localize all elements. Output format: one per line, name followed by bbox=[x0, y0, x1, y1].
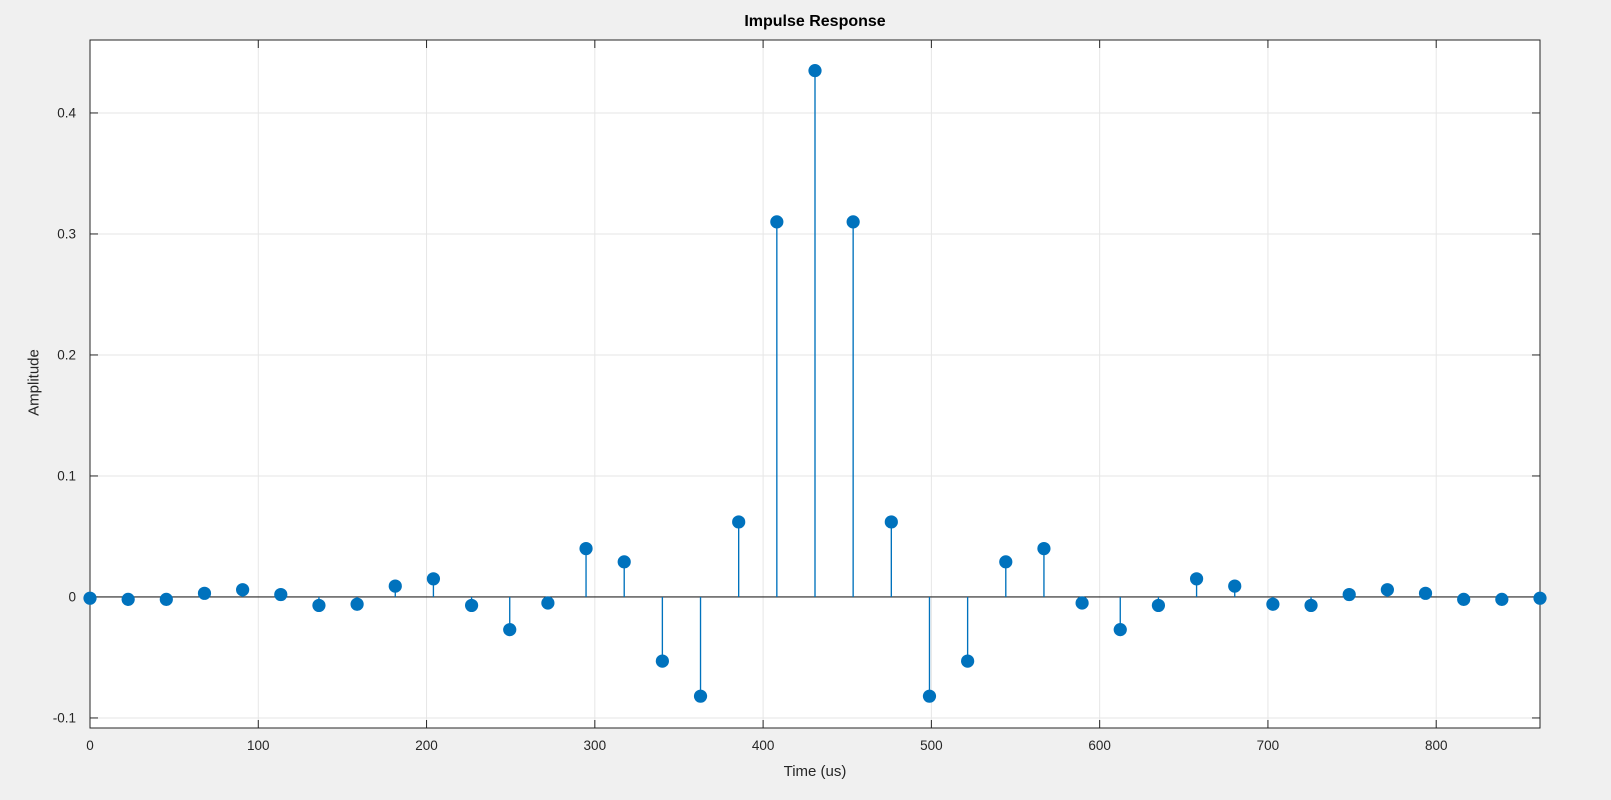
stem-marker bbox=[770, 215, 784, 229]
stem-marker bbox=[1151, 598, 1166, 613]
stem-marker bbox=[1189, 572, 1204, 586]
stem-marker bbox=[617, 555, 631, 569]
stem-marker bbox=[1380, 583, 1394, 597]
stem-marker bbox=[693, 689, 708, 703]
stem-marker bbox=[961, 654, 975, 668]
stem-marker bbox=[1113, 623, 1127, 637]
stem-marker bbox=[1304, 598, 1318, 613]
stem-marker bbox=[1075, 596, 1089, 610]
stem-marker bbox=[846, 215, 860, 229]
stem-marker bbox=[159, 592, 173, 606]
stem-marker bbox=[999, 555, 1013, 569]
stem-marker bbox=[884, 515, 898, 529]
stem-marker bbox=[1228, 579, 1242, 593]
stem-marker bbox=[1533, 591, 1547, 605]
stem-marker bbox=[922, 689, 937, 703]
stem-marker bbox=[541, 596, 555, 610]
stem-marker bbox=[1037, 541, 1051, 556]
stem-marker bbox=[1457, 592, 1471, 606]
stem-marker bbox=[655, 654, 669, 668]
stem-marker bbox=[83, 591, 97, 605]
stem-marker bbox=[1495, 592, 1509, 606]
stem-marker bbox=[732, 515, 746, 529]
stem-marker bbox=[1266, 597, 1280, 611]
stem-marker bbox=[274, 587, 288, 602]
stem-marker bbox=[464, 598, 479, 613]
stem-marker bbox=[1418, 586, 1433, 600]
stem-marker bbox=[197, 586, 212, 600]
stem-marker bbox=[1342, 587, 1356, 602]
axes-box bbox=[89, 39, 1541, 729]
stem-marker bbox=[808, 64, 822, 78]
stem-marker bbox=[121, 592, 135, 606]
stem-marker bbox=[350, 597, 364, 611]
stem-marker bbox=[236, 583, 250, 597]
stem-marker bbox=[388, 579, 402, 593]
stem-marker bbox=[579, 541, 593, 556]
stem-marker bbox=[426, 572, 441, 586]
stem-marker bbox=[503, 623, 517, 637]
stem-marker bbox=[312, 598, 326, 613]
